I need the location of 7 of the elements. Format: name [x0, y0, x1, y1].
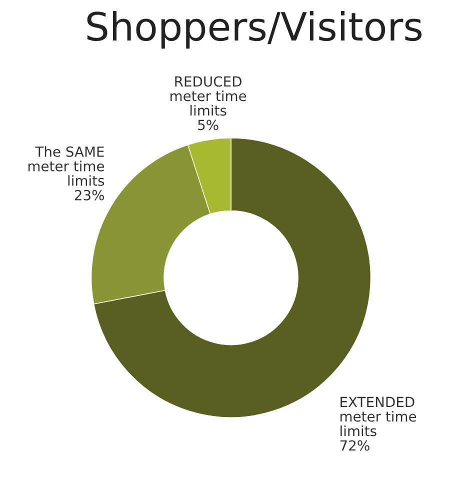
slice-label: REDUCED meter time limits [170, 76, 246, 116]
data-label: 72% [340, 440, 370, 451]
chart-title: Shoppers/Visitors [87, 10, 422, 49]
slice-label: EXTENDED meter time limits [340, 396, 416, 436]
data-label: 5% [198, 120, 218, 130]
data-label: 23% [74, 190, 104, 200]
slice-label: The SAME meter time limits [28, 146, 104, 186]
